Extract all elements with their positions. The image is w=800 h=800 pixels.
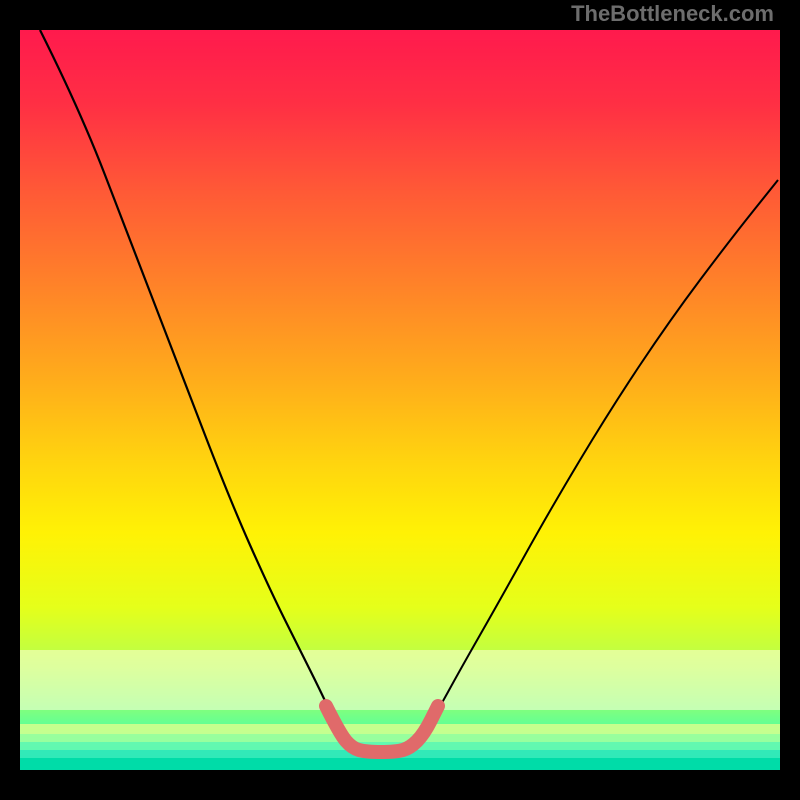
gradient-band — [20, 650, 780, 710]
gradient-band — [20, 734, 780, 742]
bottleneck-chart: TheBottleneck.com — [0, 0, 800, 800]
watermark-text: TheBottleneck.com — [571, 1, 774, 26]
gradient-band — [20, 758, 780, 770]
gradient-band — [20, 724, 780, 734]
chart-stage: TheBottleneck.com — [0, 0, 800, 800]
